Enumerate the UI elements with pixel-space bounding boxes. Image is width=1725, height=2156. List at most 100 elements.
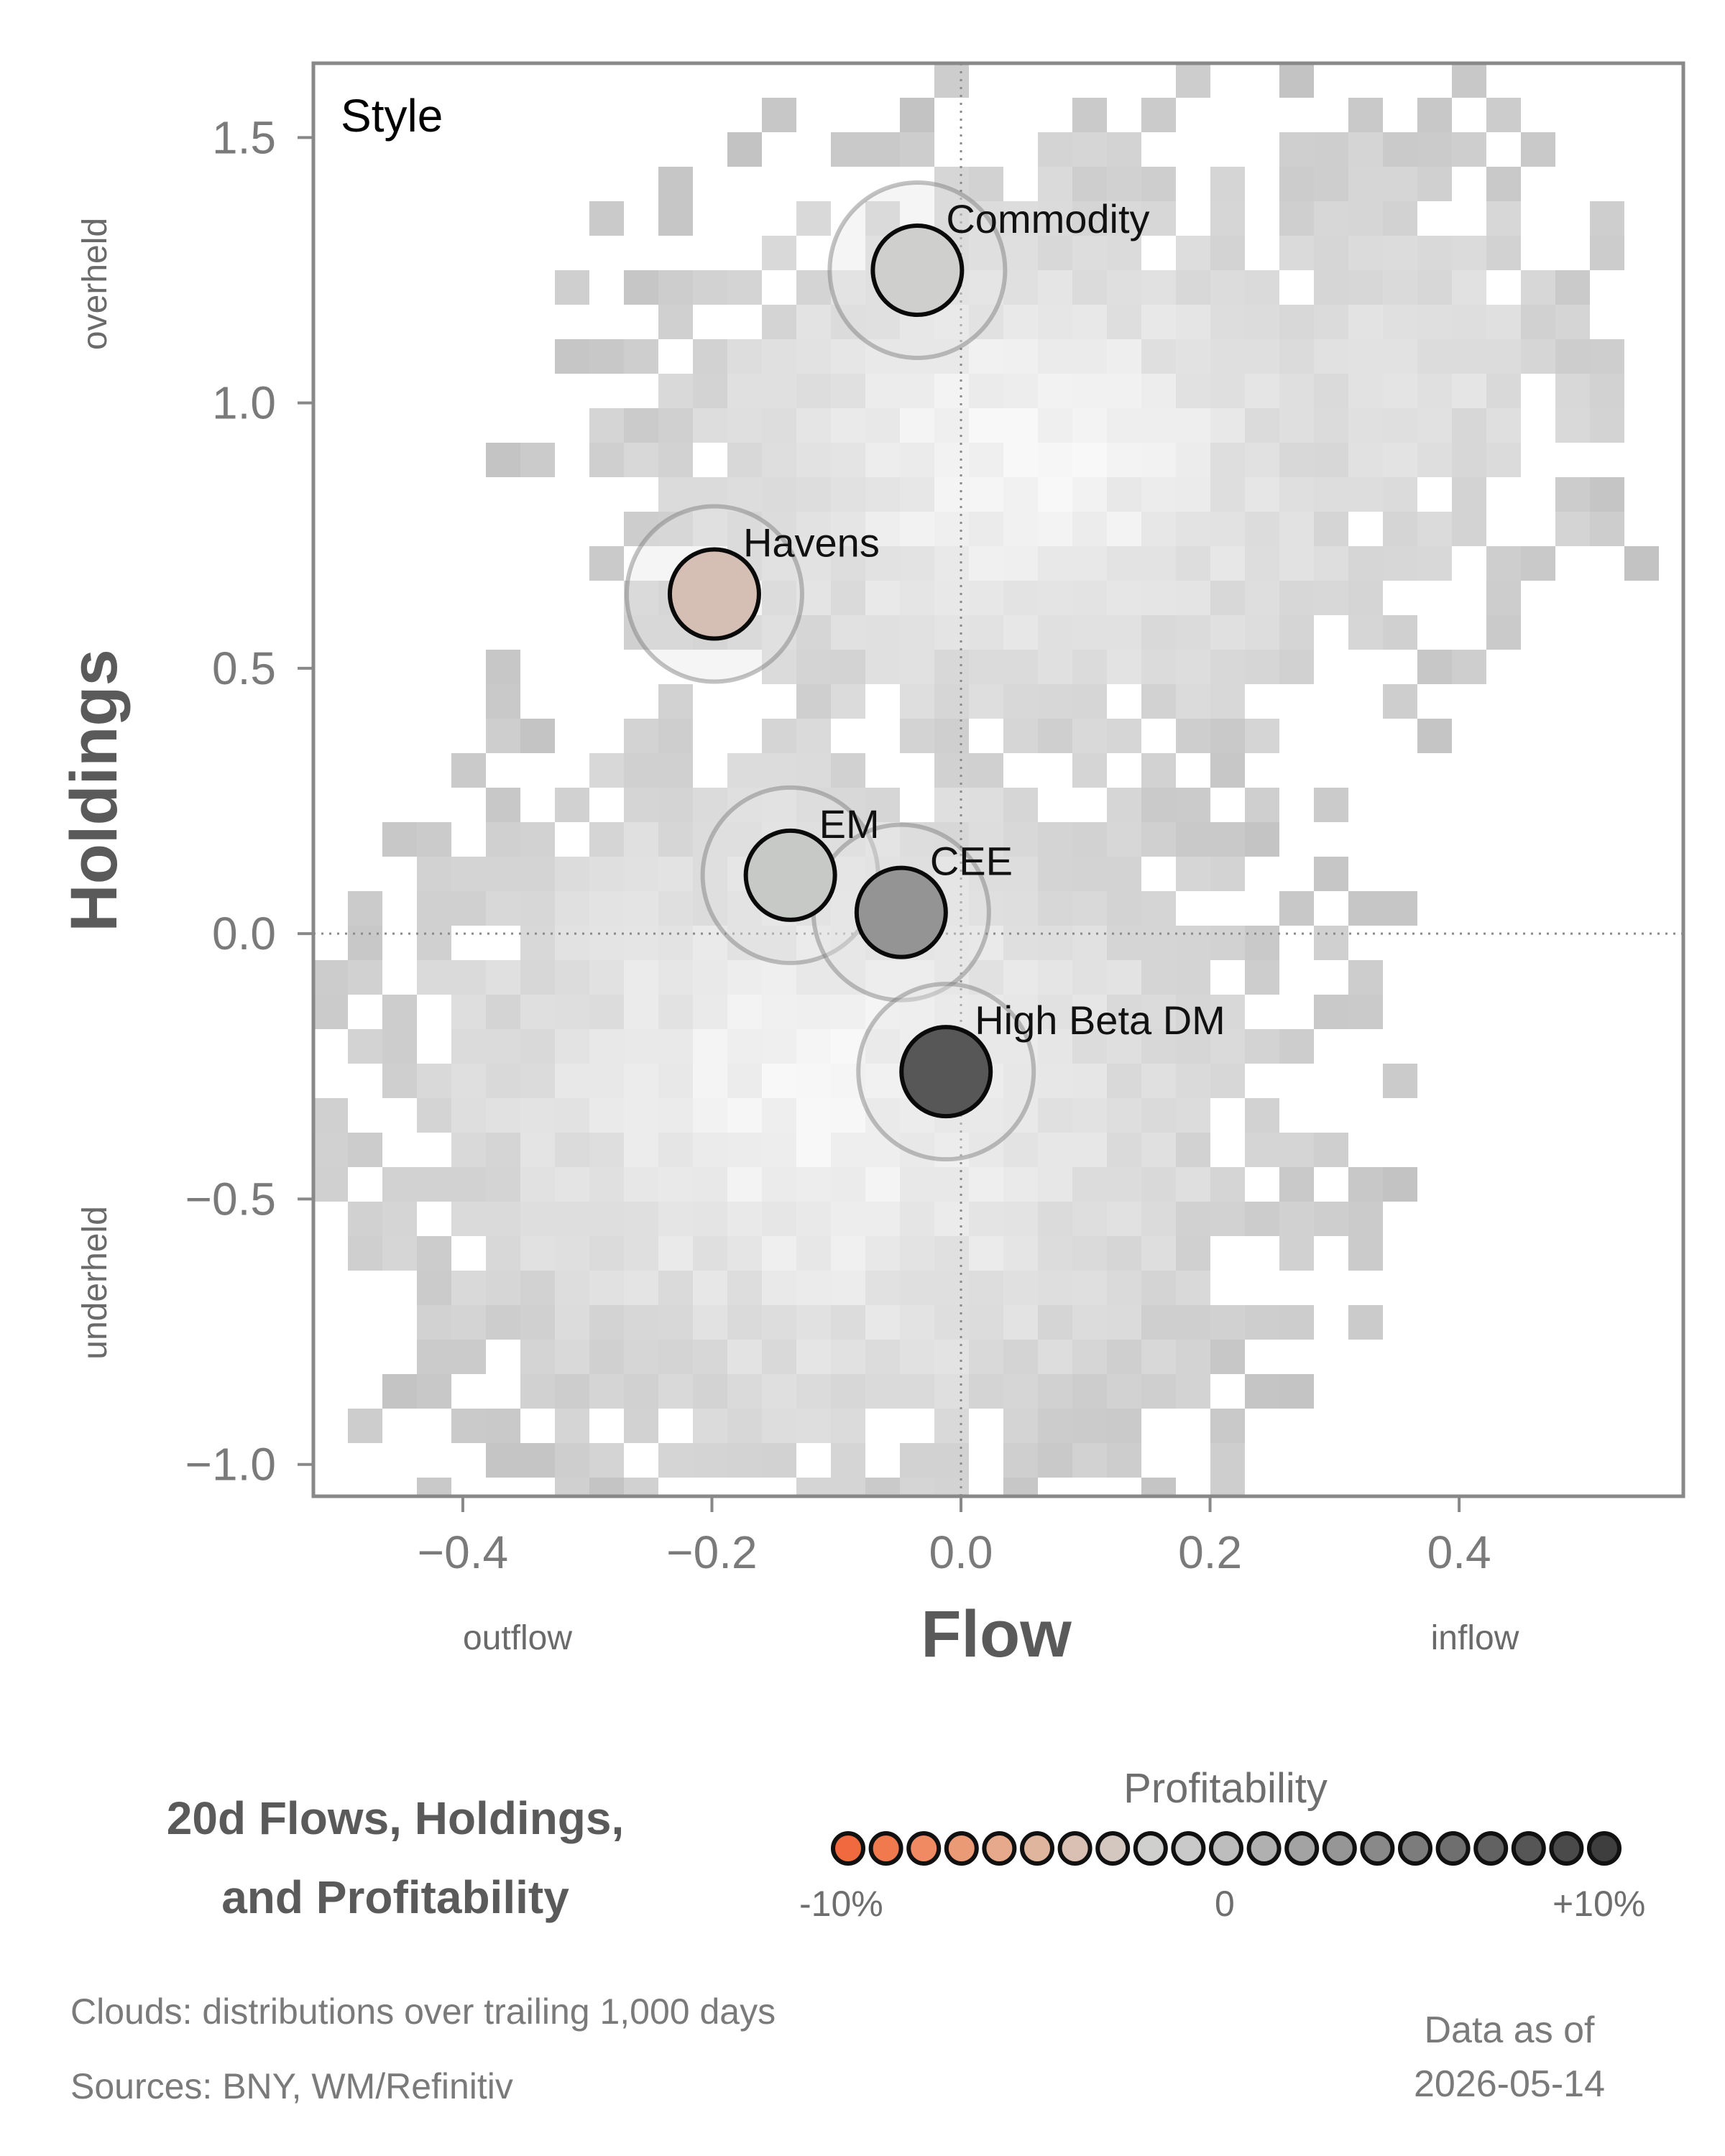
cloud-cell: [1314, 788, 1348, 822]
cloud-cell: [520, 1098, 555, 1133]
cloud-cell: [1210, 1478, 1245, 1496]
cloud-cell: [934, 615, 969, 650]
cloud-cell: [796, 1202, 831, 1236]
cloud-cell: [1210, 1305, 1245, 1340]
cloud-cell: [1245, 1133, 1279, 1167]
cloud-cell: [727, 960, 762, 995]
cloud-cell: [1107, 270, 1141, 305]
cloud-cell: [831, 512, 865, 546]
cloud-cell: [796, 926, 831, 960]
cloud-cell: [762, 1443, 796, 1478]
cloud-cell: [1072, 305, 1107, 339]
cloud-cell: [1210, 1064, 1245, 1098]
cloud-cell: [1383, 684, 1417, 719]
cloud-cell: [831, 1305, 865, 1340]
cloud-cell: [969, 270, 1003, 305]
cloud-cell: [969, 512, 1003, 546]
cloud-cell: [934, 1133, 969, 1167]
cloud-cell: [1383, 1064, 1417, 1098]
cloud-cell: [658, 1305, 693, 1340]
cloud-cell: [1245, 615, 1279, 650]
cloud-cell: [1003, 1098, 1038, 1133]
cloud-cell: [1072, 201, 1107, 236]
cloud-cell: [1176, 615, 1210, 650]
cloud-cell: [1210, 1167, 1245, 1202]
cloud-cell: [1072, 1374, 1107, 1409]
cloud-cell: [1107, 891, 1141, 926]
cloud-cell: [1107, 650, 1141, 684]
cloud-cell: [1210, 512, 1245, 546]
cloud-cell: [555, 1305, 589, 1340]
cloud-cell: [796, 684, 831, 719]
cloud-cell: [520, 1374, 555, 1409]
cloud-cell: [1279, 1133, 1314, 1167]
cloud-cell: [1486, 236, 1521, 270]
cloud-cell: [520, 1167, 555, 1202]
cloud-cell: [934, 477, 969, 512]
cloud-cell: [555, 857, 589, 891]
cloud-cell: [1417, 719, 1452, 753]
cloud-cell: [520, 857, 555, 891]
cloud-cell: [1210, 926, 1245, 960]
cloud-cell: [934, 512, 969, 546]
cloud-cell: [1141, 546, 1176, 581]
cloud-cell: [1590, 201, 1624, 236]
cloud-cell: [520, 822, 555, 857]
cloud-cell: [1279, 374, 1314, 408]
cloud-cell: [589, 1202, 624, 1236]
cloud-cell: [658, 305, 693, 339]
cloud-cell: [796, 1064, 831, 1098]
cloud-cell: [1245, 1305, 1279, 1340]
point-marker: [743, 828, 837, 922]
cloud-cell: [1038, 1340, 1072, 1374]
cloud-cell: [1210, 857, 1245, 891]
cloud-cell: [1245, 960, 1279, 995]
cloud-cell: [1452, 512, 1486, 546]
cloud-cell: [969, 615, 1003, 650]
cloud-cell: [451, 1271, 486, 1305]
cloud-cell: [1279, 1202, 1314, 1236]
cloud-cell: [1314, 408, 1348, 443]
cloud-cell: [1176, 1340, 1210, 1374]
cloud-cell: [555, 995, 589, 1029]
cloud-cell: [520, 1305, 555, 1340]
cloud-cell: [520, 1443, 555, 1478]
cloud-cell: [313, 1133, 348, 1167]
cloud-cell: [727, 1133, 762, 1167]
cloud-cell: [624, 408, 658, 443]
cloud-cell: [1383, 236, 1417, 270]
cloud-cell: [727, 753, 762, 788]
cloud-cell: [1314, 305, 1348, 339]
cloud-cell: [1486, 443, 1521, 477]
cloud-cell: [796, 408, 831, 443]
cloud-cell: [865, 477, 900, 512]
cloud-cell: [1176, 995, 1210, 1029]
cloud-cell: [348, 1029, 382, 1064]
colorbar-min-label: -10%: [799, 1884, 883, 1924]
cloud-cell: [1279, 650, 1314, 684]
cloud-cell: [1486, 374, 1521, 408]
cloud-cell: [1176, 788, 1210, 822]
cloud-cell: [934, 1340, 969, 1374]
cloud-cell: [1003, 650, 1038, 684]
cloud-cell: [1072, 132, 1107, 167]
cloud-cell: [1417, 408, 1452, 443]
cloud-cell: [486, 1029, 520, 1064]
point-marker: [667, 547, 761, 641]
cloud-cell: [1141, 201, 1176, 236]
cloud-cell: [1348, 1167, 1383, 1202]
cloud-cell: [658, 1236, 693, 1271]
cloud-cell: [589, 960, 624, 995]
point-label: Havens: [743, 520, 880, 566]
cloud-cell: [624, 339, 658, 374]
cloud-cell: [1141, 960, 1176, 995]
cloud-cell: [900, 1305, 934, 1340]
points: Commodity Havens EM CEE High Beta DM: [624, 180, 1225, 1162]
cloud-cell: [624, 615, 658, 650]
cloud-cell: [934, 1478, 969, 1496]
legend-title-line-2: and Profitability: [221, 1871, 569, 1923]
cloud-cell: [934, 995, 969, 1029]
cloud-cell: [1141, 1478, 1176, 1496]
cloud-cell: [865, 408, 900, 443]
cloud-cell: [658, 753, 693, 788]
